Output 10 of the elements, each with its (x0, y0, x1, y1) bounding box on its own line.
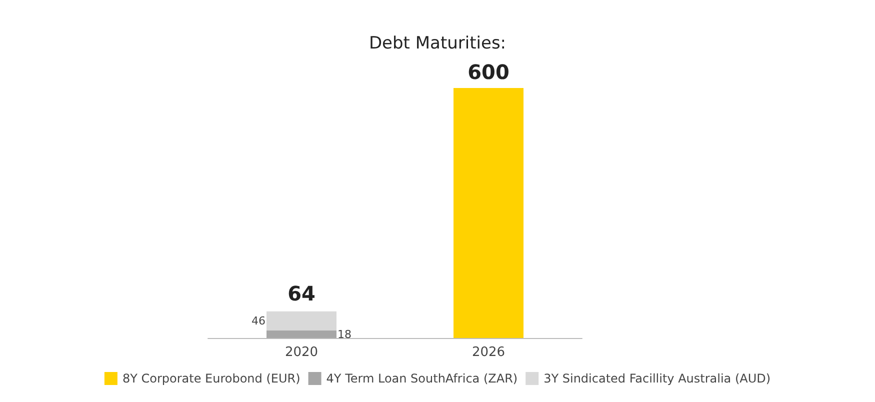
total-label: 64 (288, 281, 316, 306)
data-label: 18 (338, 328, 352, 341)
legend-label: 8Y Corporate Eurobond (EUR) (122, 372, 300, 386)
x-tick-label: 2020 (284, 345, 318, 360)
legend-label: 4Y Term Loan SouthAfrica (ZAR) (326, 372, 518, 386)
chart-title: Debt Maturities: (368, 34, 506, 54)
data-label: 600 (468, 60, 510, 84)
legend-label: 3Y Sindicated Facillity Australia (AUD) (544, 372, 771, 386)
x-tick-label: 2026 (472, 345, 506, 360)
data-label: 46 (252, 314, 266, 328)
